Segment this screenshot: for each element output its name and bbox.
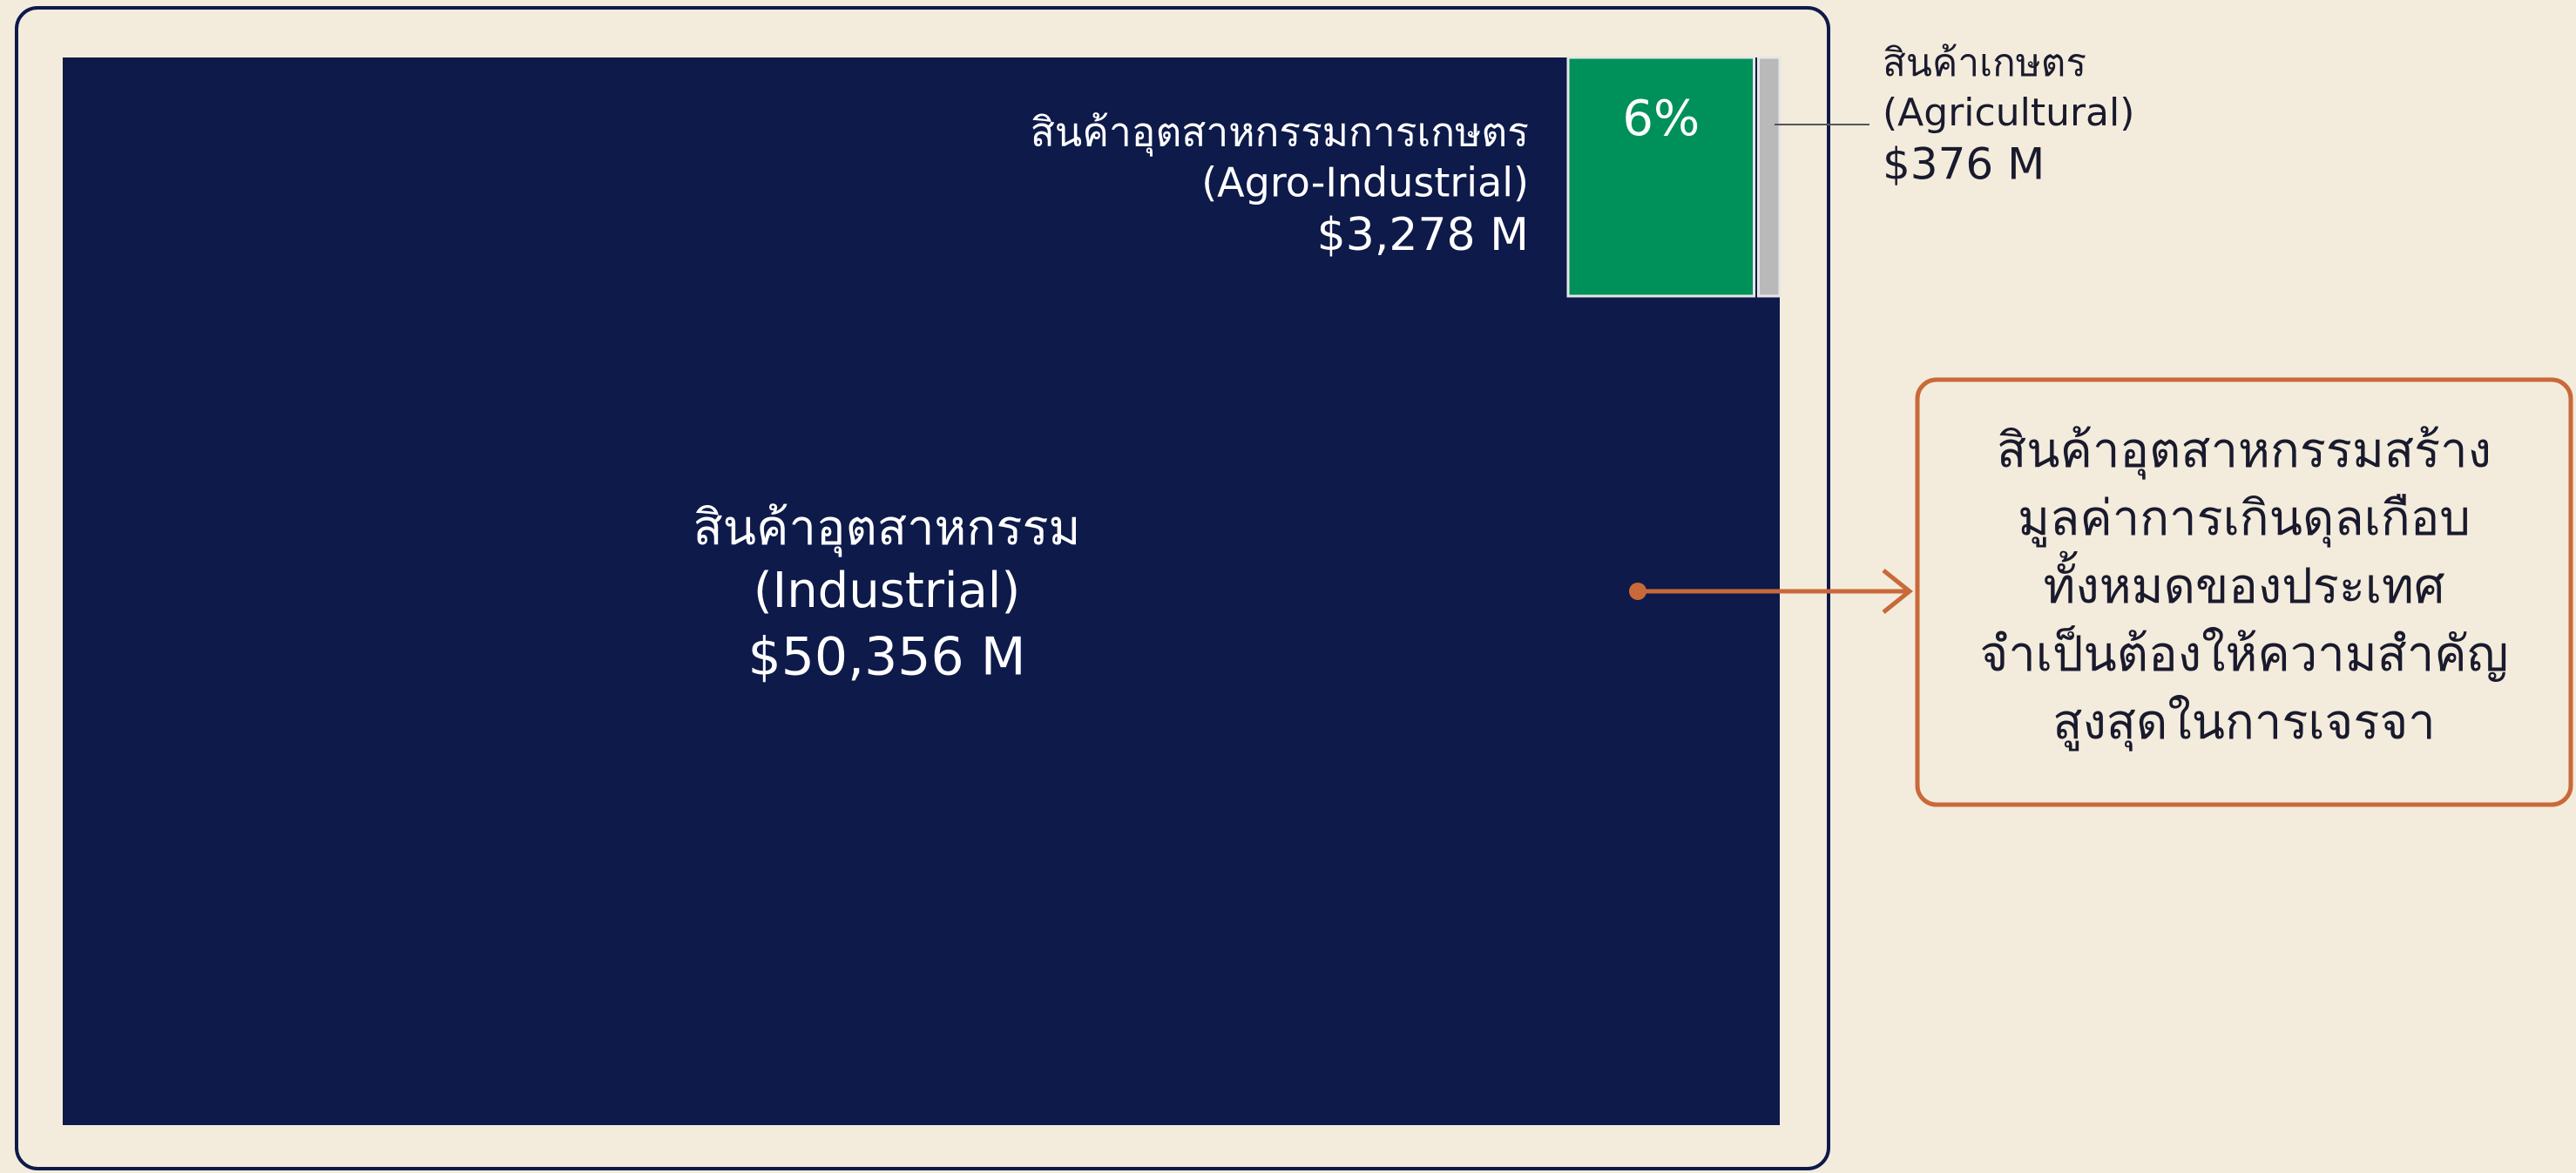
category-subtitle: (Industrial) [754,563,1020,619]
category-label: สินค้าอุตสาหกรรม [693,500,1081,557]
callout-arrowhead [1882,569,1914,614]
category-label: สินค้าเกษตร [1883,41,2086,85]
category-subtitle: (Agricultural) [1883,91,2134,135]
treemap-cell [63,57,1780,1125]
category-label: สินค้าอุตสาหกรรมการเกษตร [1031,109,1529,158]
value-label: $3,278 M [1317,209,1529,261]
callout-text: มูลค่าการเกินดุลเกือบ [2018,490,2471,548]
frame [15,6,1830,1170]
callout-text: สูงสุดในการเจรจา [2052,694,2435,752]
callout-text: จำเป็นต้องให้ความสำคัญ [1980,624,2509,683]
value-label: $50,356 M [748,627,1026,688]
callout-text: ทั้งหมดของประเทศ [2043,551,2444,615]
callout-text: สินค้าอุตสาหกรรมสร้าง [1997,422,2491,480]
value-label: $376 M [1883,139,2045,190]
callout-box [1915,377,2573,807]
category-subtitle: (Agro-Industrial) [1201,159,1529,206]
share-label: 6% [1622,91,1700,147]
treemap-cell [1566,56,1756,298]
treemap-cell [1757,56,1782,298]
